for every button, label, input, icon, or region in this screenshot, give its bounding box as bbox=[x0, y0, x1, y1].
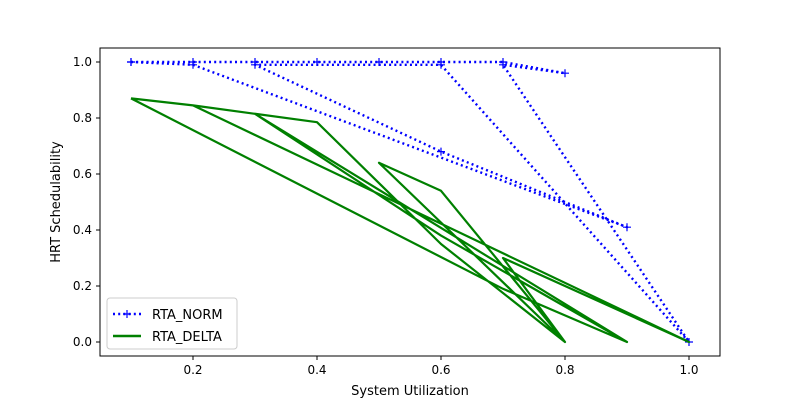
data-point-marker bbox=[623, 223, 631, 232]
legend-marker-rta-norm bbox=[123, 310, 131, 318]
x-axis-label: System Utilization bbox=[351, 384, 469, 399]
data-point-marker bbox=[499, 60, 507, 69]
x-tick-label: 0.2 bbox=[183, 363, 202, 377]
data-point-marker bbox=[561, 69, 569, 78]
x-tick-label: 0.8 bbox=[555, 363, 574, 377]
y-tick-label: 0.0 bbox=[73, 335, 92, 349]
y-tick-label: 0.8 bbox=[73, 111, 92, 125]
data-point-marker bbox=[127, 58, 135, 66]
y-tick-label: 0.6 bbox=[73, 167, 92, 181]
data-point-marker bbox=[251, 60, 259, 69]
series-line-rta-delta bbox=[130, 97, 691, 344]
y-tick-label: 1.0 bbox=[73, 55, 92, 69]
x-tick-label: 0.6 bbox=[431, 363, 450, 377]
legend-label-rta-norm: RTA_NORM bbox=[152, 308, 223, 323]
axes: 0.2 0.4 0.6 0.8 1.0 0.0 0.2 0.4 0.6 0.8 1.0 bbox=[73, 55, 699, 377]
data-point-marker bbox=[437, 147, 445, 156]
plot-series bbox=[127, 58, 693, 346]
x-tick-label: 0.4 bbox=[307, 363, 326, 377]
data-point-marker bbox=[189, 60, 197, 69]
legend: RTA_NORM RTA_DELTA bbox=[106, 297, 238, 350]
x-tick-label: 1.0 bbox=[679, 363, 698, 377]
y-tick-label: 0.4 bbox=[73, 223, 92, 237]
y-axis-label: HRT Schedulability bbox=[49, 141, 64, 263]
data-point-marker bbox=[313, 58, 321, 66]
data-point-marker bbox=[375, 58, 383, 66]
y-tick-label: 0.2 bbox=[73, 279, 92, 293]
legend-label-rta-delta: RTA_DELTA bbox=[152, 330, 222, 345]
data-point-marker bbox=[437, 60, 445, 69]
plot-frame bbox=[99, 47, 721, 357]
